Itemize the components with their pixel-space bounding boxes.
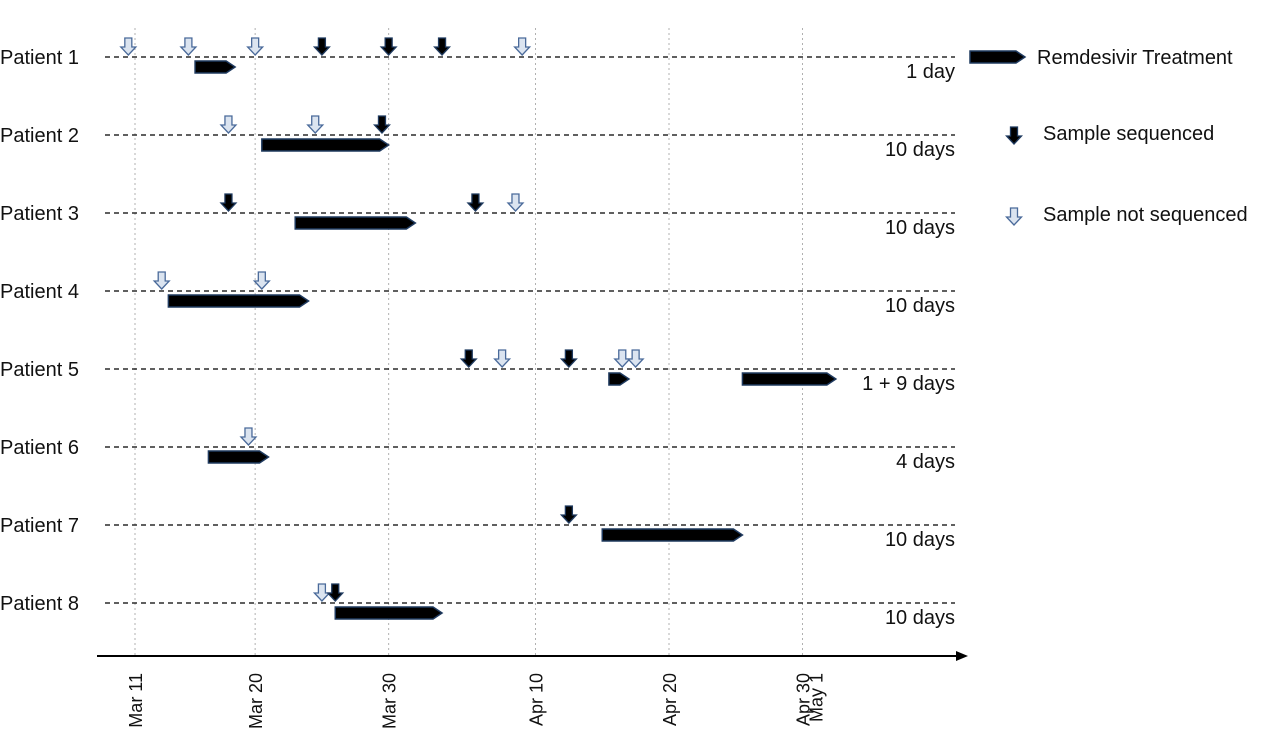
treatment-bar — [207, 450, 270, 464]
legend: Remdesivir Treatment Sample sequenced Samp… — [969, 47, 1248, 226]
treatment-duration-label: 10 days — [885, 607, 955, 629]
sample-not-sequenced-marker — [246, 37, 265, 56]
legend-label: Sample sequenced — [1043, 123, 1214, 145]
sample-not-sequenced-marker — [152, 271, 171, 290]
patient-row: Patient 8 10 days — [0, 583, 955, 629]
patient-row: Patient 1 1 day — [0, 37, 955, 83]
sample-sequenced-marker — [326, 583, 345, 602]
sample-sequenced-marker — [466, 193, 485, 212]
sample-sequenced-marker — [379, 37, 398, 56]
legend-treatment-swatch — [969, 50, 1027, 64]
sample-not-sequenced-marker — [252, 271, 271, 290]
patient-label: Patient 5 — [0, 359, 79, 381]
patient-row: Patient 7 10 days — [0, 505, 955, 551]
treatment-duration-label: 10 days — [885, 217, 955, 239]
legend-item: Remdesivir Treatment — [969, 47, 1233, 69]
x-tick-label: Apr 10 — [527, 673, 547, 726]
treatment-bar — [261, 138, 391, 152]
sample-sequenced-marker — [459, 349, 478, 368]
patient-label: Patient 6 — [0, 437, 79, 459]
sample-not-sequenced-marker — [219, 115, 238, 134]
patient-rows: Patient 1 1 day Patient 2 10 days Patient 3 1… — [0, 37, 955, 629]
patient-row: Patient 6 4 days — [0, 427, 955, 473]
sample-not-sequenced-marker — [306, 115, 325, 134]
sample-not-sequenced-marker — [119, 37, 138, 56]
treatment-bar — [194, 60, 237, 74]
x-tick-label: Apr 30 — [794, 673, 814, 726]
sample-not-sequenced-marker — [239, 427, 258, 446]
treatment-duration-label: 10 days — [885, 139, 955, 161]
patient-row: Patient 3 10 days — [0, 193, 955, 239]
treatment-bar — [608, 372, 631, 386]
legend-label: Remdesivir Treatment — [1037, 47, 1233, 69]
legend-label: Sample not sequenced — [1043, 204, 1248, 226]
legend-not-sequenced-swatch — [1004, 207, 1024, 226]
sample-sequenced-marker — [312, 37, 331, 56]
treatment-bar — [741, 372, 838, 386]
patient-label: Patient 3 — [0, 203, 79, 225]
x-tick-label: May 1 — [807, 673, 827, 722]
treatment-duration-label: 1 day — [906, 61, 955, 83]
patient-row: Patient 2 10 days — [0, 115, 955, 161]
treatment-bar — [334, 606, 444, 620]
sample-sequenced-marker — [433, 37, 452, 56]
x-tick-label: Mar 20 — [246, 673, 266, 729]
x-axis: Mar 11 Mar 20 Mar 30 Apr 10 Apr 20 Apr 30May … — [97, 651, 968, 729]
patient-label: Patient 8 — [0, 593, 79, 615]
sample-not-sequenced-marker — [613, 349, 632, 368]
treatment-duration-label: 4 days — [896, 451, 955, 473]
x-tick-label: Apr 20 — [660, 673, 680, 726]
treatment-duration-label: 10 days — [885, 295, 955, 317]
legend-item: Sample not sequenced — [1004, 204, 1248, 226]
sample-sequenced-marker — [559, 349, 578, 368]
sample-not-sequenced-marker — [493, 349, 512, 368]
patient-row: Patient 4 10 days — [0, 271, 955, 317]
sample-sequenced-marker — [219, 193, 238, 212]
x-tick-label: Mar 30 — [380, 673, 400, 729]
patient-label: Patient 1 — [0, 47, 79, 69]
patient-label: Patient 7 — [0, 515, 79, 537]
treatment-duration-label: 10 days — [885, 529, 955, 551]
sample-not-sequenced-marker — [312, 583, 331, 602]
x-axis-arrowhead — [956, 651, 968, 661]
patient-label: Patient 4 — [0, 281, 79, 303]
sample-not-sequenced-marker — [626, 349, 645, 368]
sample-sequenced-marker — [372, 115, 391, 134]
sample-not-sequenced-marker — [179, 37, 198, 56]
legend-sequenced-swatch — [1004, 126, 1024, 145]
sample-not-sequenced-marker — [513, 37, 532, 56]
x-tick-label: Mar 11 — [126, 673, 146, 728]
legend-item: Sample sequenced — [1004, 123, 1214, 145]
patient-label: Patient 2 — [0, 125, 79, 147]
patient-row: Patient 5 1 + 9 days — [0, 349, 955, 395]
sample-not-sequenced-marker — [506, 193, 525, 212]
grid-layer — [134, 28, 803, 656]
treatment-bar — [601, 528, 744, 542]
treatment-duration-label: 1 + 9 days — [862, 373, 955, 395]
sample-sequenced-marker — [559, 505, 578, 524]
treatment-bar — [167, 294, 310, 308]
treatment-bar — [294, 216, 417, 230]
